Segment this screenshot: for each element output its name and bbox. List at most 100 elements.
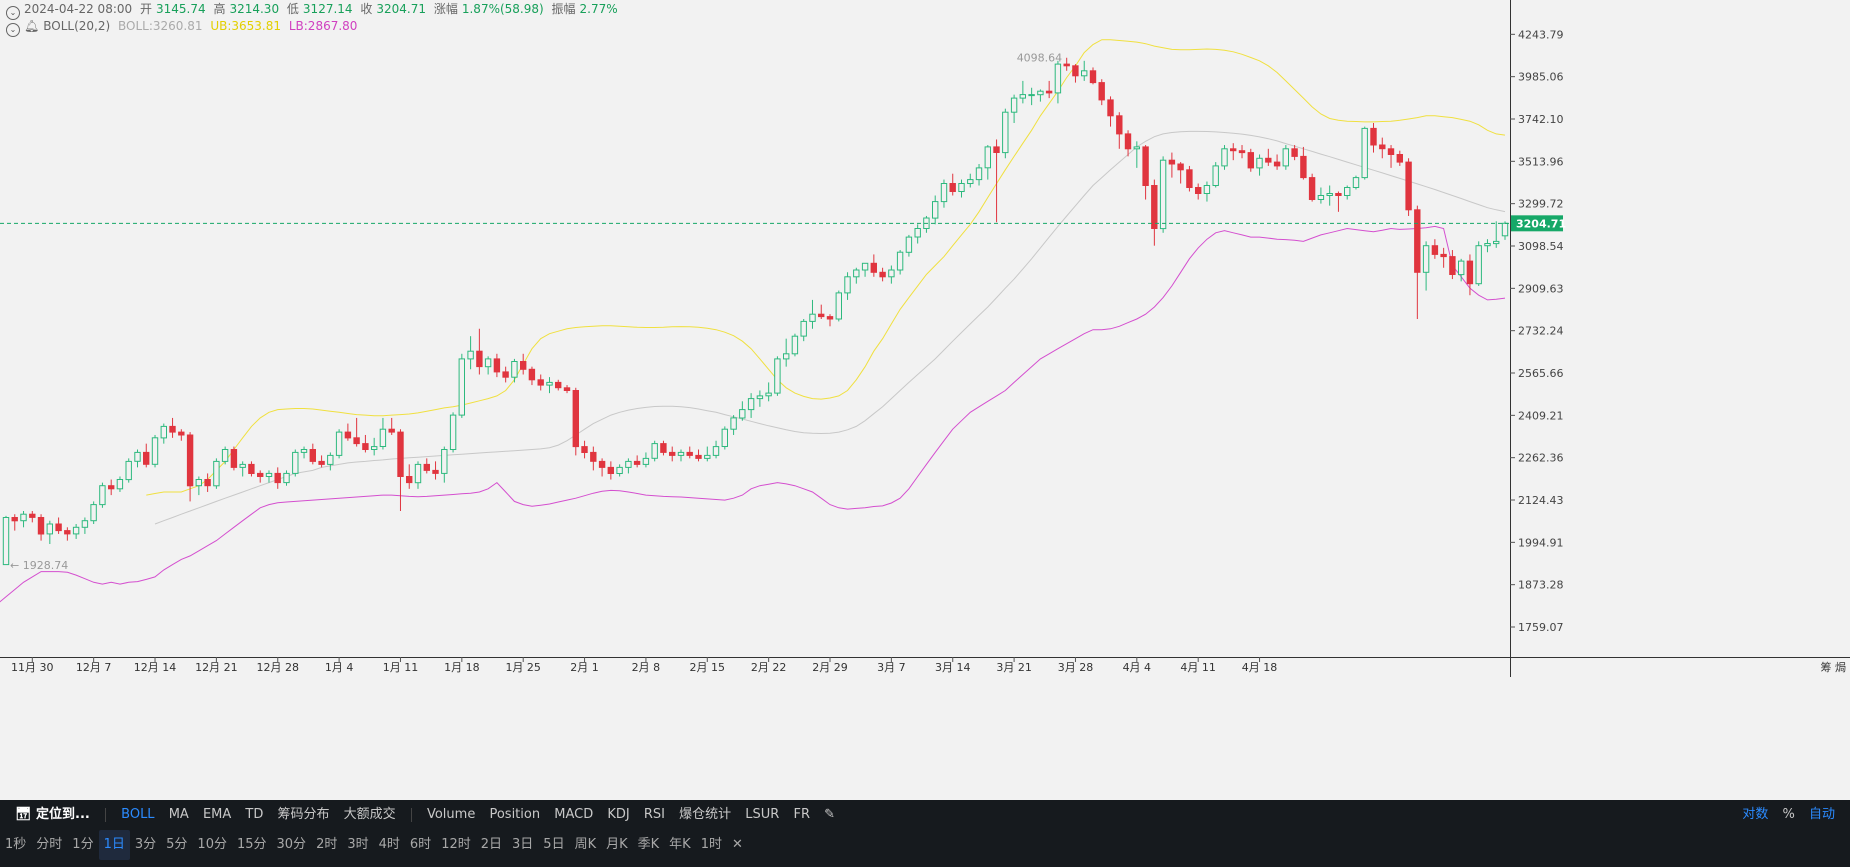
candle-up (704, 454, 711, 459)
candle-down (598, 460, 606, 468)
band-ub-line (146, 39, 1506, 496)
interval-8[interactable]: 30分 (276, 837, 307, 852)
main-indicator-td[interactable]: TD (245, 807, 264, 822)
price-axis-panel (1510, 0, 1850, 657)
bell-icon[interactable]: 🔔︎ (24, 19, 40, 33)
interval-18[interactable]: 月K (606, 837, 628, 852)
main-indicator-ma[interactable]: MA (168, 807, 189, 822)
interval-5[interactable]: 5分 (166, 837, 188, 852)
boll-value: BOLL:3260.81 (117, 19, 203, 33)
main-indicator-large-trade[interactable]: 大额成交 (343, 807, 396, 822)
price-tick-label: 2732.24 (1518, 325, 1564, 338)
indicator-name[interactable]: BOLL(20,2) (43, 19, 111, 33)
candle-down (423, 463, 431, 471)
interval-7[interactable]: 15分 (236, 837, 267, 852)
candle-up (467, 350, 474, 360)
candle-down (1247, 152, 1254, 169)
time-tick-label: 1月 25 (505, 661, 541, 674)
main-indicator-ema[interactable]: EMA (202, 807, 232, 822)
candle-up (327, 454, 334, 465)
price-tick-label: 4243.79 (1518, 28, 1564, 41)
interval-3[interactable]: 1日 (98, 830, 130, 860)
interval-19[interactable]: 季K (637, 837, 660, 852)
candle-up (151, 437, 159, 465)
candle-up (335, 431, 343, 456)
candle-up (484, 358, 492, 368)
interval-6[interactable]: 10分 (197, 837, 227, 852)
sub-indicator-lsur[interactable]: LSUR (745, 807, 780, 822)
edit-icon[interactable]: ✎ (824, 807, 836, 822)
candle-up (791, 335, 799, 355)
price-tick-label: 1873.28 (1518, 579, 1564, 592)
sub-indicator-fr[interactable]: FR (793, 807, 810, 822)
time-tick-label: 2月 29 (812, 661, 848, 674)
interval-17[interactable]: 周K (574, 837, 597, 852)
candle-up (1256, 157, 1263, 169)
candle-up (712, 446, 720, 456)
band-lb-line (0, 225, 1506, 603)
interval-21[interactable]: 1时 (700, 837, 722, 852)
price-tick-label: 2909.63 (1518, 282, 1564, 295)
time-tick-label: 12月 7 (76, 661, 112, 674)
candle-down (1045, 90, 1053, 94)
candle-up (756, 395, 764, 400)
candle-down (1273, 161, 1281, 167)
collapse-icon[interactable]: ⌄ (6, 23, 20, 37)
candle-up (213, 460, 220, 487)
sub-indicator-kdj[interactable]: KDJ (607, 807, 630, 822)
collapse-icon[interactable]: ⌄ (6, 6, 20, 20)
candle-down (318, 460, 325, 465)
candle-down (406, 476, 413, 484)
candle-up (265, 472, 273, 477)
interval-0[interactable]: 1秒 (5, 837, 27, 852)
candle-down (309, 449, 317, 462)
interval-4[interactable]: 3分 (134, 837, 157, 852)
time-tick-label: 4月 18 (1242, 661, 1278, 674)
interval-13[interactable]: 12时 (441, 837, 471, 852)
close-icon[interactable]: ✕ (731, 837, 743, 852)
candlestick-chart[interactable]: 4243.79 3985.06 3742.10 3513.96 3299.72 3098.… (0, 0, 1850, 800)
interval-14[interactable]: 2日 (480, 837, 503, 852)
candle-up (1212, 165, 1219, 186)
percent-scale-toggle[interactable]: % (1782, 807, 1795, 822)
price-tick-label: 2409.21 (1518, 409, 1564, 422)
log-scale-toggle[interactable]: 对数 (1742, 807, 1769, 822)
locate-button[interactable]: 📅︎ 定位到... (10, 800, 95, 830)
candle-up (546, 381, 553, 386)
interval-1[interactable]: 分时 (36, 837, 63, 852)
candle-down (1300, 155, 1307, 179)
auto-scale-toggle[interactable]: 自动 (1808, 807, 1835, 822)
sub-indicator-volume[interactable]: Volume (426, 807, 476, 822)
sub-indicator-liquidation[interactable]: 爆仓统计 (679, 807, 732, 822)
open-value: 3145.74 (155, 2, 206, 16)
sub-indicator-macd[interactable]: MACD (554, 807, 594, 822)
interval-20[interactable]: 年K (669, 837, 691, 852)
interval-11[interactable]: 4时 (378, 837, 400, 852)
main-indicator-chip[interactable]: 筹码分布 (277, 807, 330, 822)
interval-10[interactable]: 3时 (347, 837, 369, 852)
high-label: 高 (213, 2, 226, 16)
sub-indicator-rsi[interactable]: RSI (643, 807, 665, 822)
main-indicator-boll[interactable]: BOLL (121, 807, 155, 822)
interval-2[interactable]: 1分 (72, 837, 94, 852)
candle-up (940, 183, 948, 203)
interval-9[interactable]: 2时 (316, 837, 338, 852)
candle-down (572, 390, 579, 448)
time-tick-label: 4月 4 (1123, 661, 1152, 674)
candle-down (686, 451, 693, 456)
interval-12[interactable]: 6时 (409, 837, 432, 852)
corner-label: 筹 焗 (1821, 660, 1847, 674)
candle-up (449, 414, 457, 451)
candle-up (1501, 222, 1509, 237)
candle-down (1379, 144, 1386, 150)
candle-up (1475, 245, 1482, 285)
candle-down (64, 530, 71, 535)
candle-down (204, 479, 211, 487)
candle-down (353, 437, 360, 445)
candle-down (502, 371, 509, 378)
candle-down (397, 431, 404, 478)
interval-15[interactable]: 3日 (512, 837, 534, 852)
sub-indicator-position[interactable]: Position (489, 807, 541, 822)
time-tick-label: 2月 1 (570, 661, 599, 674)
interval-16[interactable]: 5日 (543, 837, 565, 852)
